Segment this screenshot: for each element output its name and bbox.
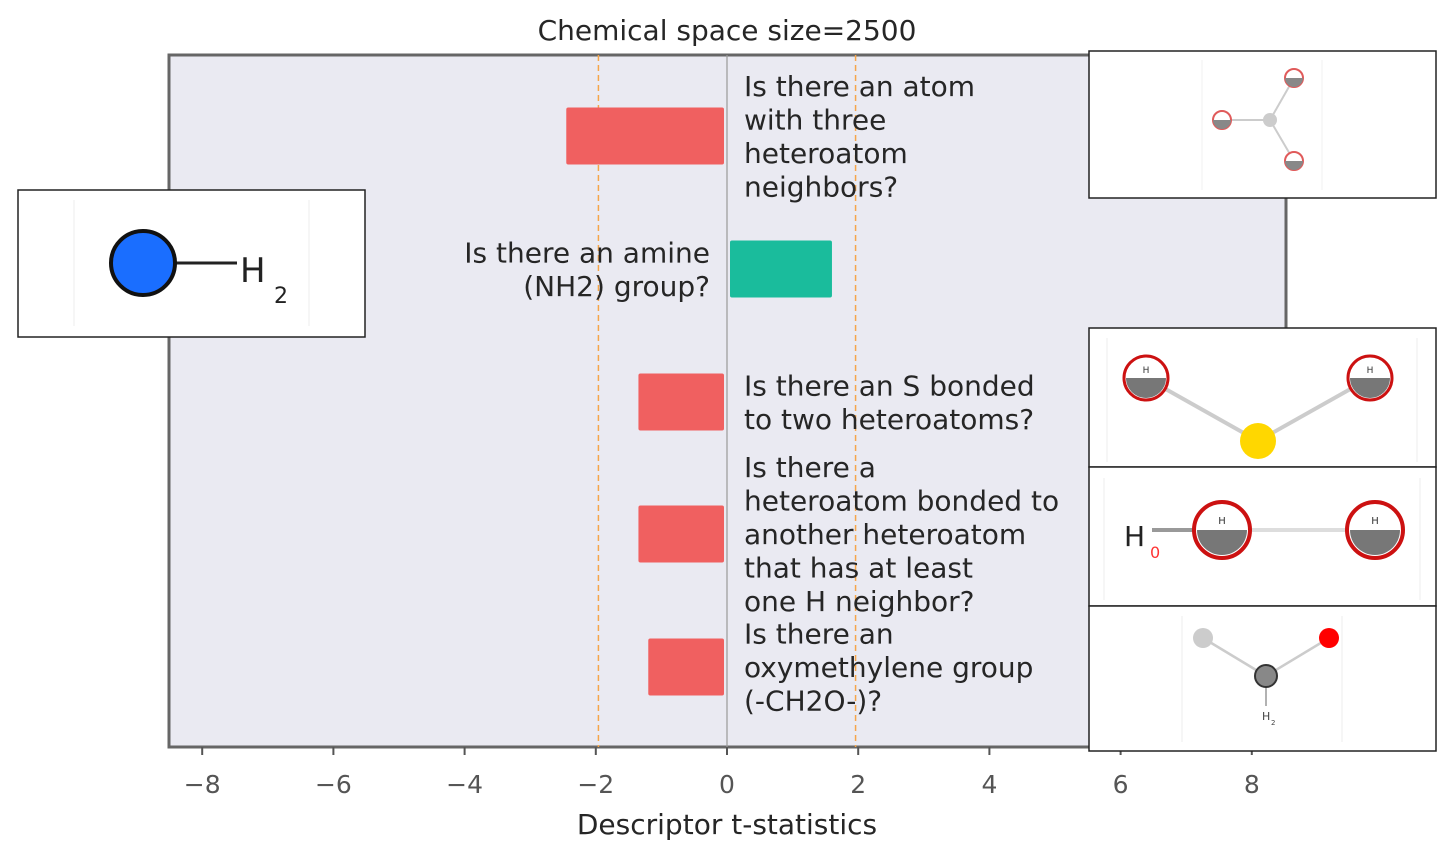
svg-text:H: H [1367,366,1374,376]
bar [638,505,724,563]
amine-molecule-inset: H 2 [17,189,366,338]
bar [730,240,832,298]
reference-lines [597,55,857,747]
hydrogen-atom-icon: H [1122,354,1170,402]
x-tick-label: 4 [981,770,997,799]
bar-label: Is there an [744,618,894,651]
bar-label: heteroatom [744,137,908,170]
bar [648,638,724,696]
x-tick-label: −8 [184,770,221,799]
chart-title: Chemical space size=2500 [538,14,917,47]
x-tick-label: 8 [1244,770,1260,799]
x-tick-label: 2 [850,770,866,799]
bars [566,107,832,696]
bar-label: Is there an amine [464,236,710,269]
x-ticks: −8 −6 −4 −2 0 2 4 6 8 [184,747,1260,799]
svg-text:H: H [1371,516,1379,527]
bar [566,107,724,165]
hydrogen-atom-icon: H [1345,500,1405,560]
heteroatom-icon [1212,110,1232,130]
bar-label: Is there an S bonded [744,369,1035,402]
bar-label: Is there a [744,451,876,484]
oxygen-atom-icon [1319,628,1339,648]
x-tick-label: −4 [446,770,483,799]
bar-label: neighbors? [744,170,898,203]
hydrogen-label: H [240,251,266,291]
hydrogen-atom-icon [1193,628,1213,648]
heteroatom-icon [1284,151,1304,171]
oxymethylene-molecule-inset: H 2 [1088,605,1437,752]
hydrogen-atom-icon: H [1346,354,1394,402]
x-axis-label: Descriptor t-statistics [577,808,877,841]
x-tick-label: −6 [315,770,352,799]
hydrogen-subscript: 2 [1271,719,1275,727]
x-tick-label: 6 [1113,770,1129,799]
bar-label: with three [744,103,886,136]
x-tick-label: −2 [577,770,614,799]
hydrogen-label: H [1262,710,1270,723]
bar-label: Is there an atom [744,70,975,103]
bar-label: heteroatom bonded to [744,485,1059,518]
bar-label: to two heteroatoms? [744,403,1034,436]
bar-label: (-CH2O-)? [744,685,882,718]
hetero-hetero-molecule-inset: H 0 H H [1088,466,1437,607]
bar-label: oxymethylene group [744,651,1033,684]
hydrogen-label: H [1124,520,1145,553]
zero-subscript: 0 [1150,543,1160,562]
atom-three-hetero-molecule-inset [1088,50,1437,199]
heteroatom-icon [1284,68,1304,88]
carbon-atom-icon [1254,664,1278,688]
bar-label: (NH2) group? [523,270,710,303]
sulfur-atom-icon [1240,423,1276,459]
nitrogen-atom-icon [109,229,177,297]
hydrogen-atom-icon: H [1192,500,1252,560]
x-tick-label: 0 [719,770,735,799]
hydrogen-subscript: 2 [274,284,288,309]
bar-label: that has at least [744,552,973,585]
bar [638,373,724,431]
svg-text:H: H [1143,366,1150,376]
svg-text:H: H [1218,516,1226,527]
bar-label: one H neighbor? [744,585,975,618]
bar-label: another heteroatom [744,518,1026,551]
s-bonded-molecule-inset: H H [1088,327,1437,468]
